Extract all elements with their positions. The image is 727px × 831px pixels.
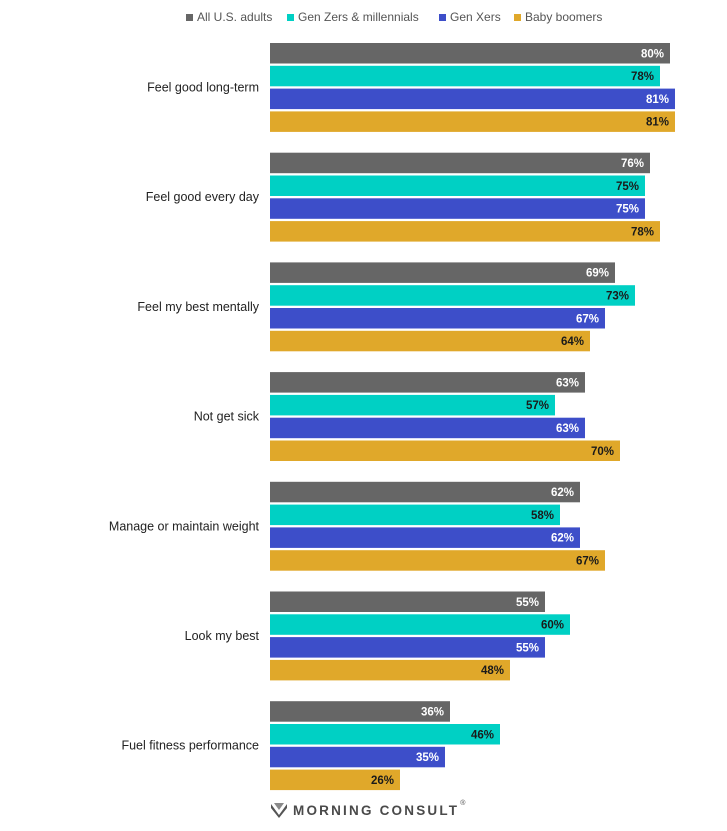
data-label: 78% bbox=[631, 71, 654, 83]
data-label: 62% bbox=[551, 487, 574, 499]
data-label: 76% bbox=[621, 158, 644, 170]
bar bbox=[270, 198, 645, 219]
legend-swatch bbox=[514, 13, 521, 21]
bar bbox=[270, 701, 450, 722]
data-label: 58% bbox=[531, 510, 554, 522]
data-label: 35% bbox=[416, 752, 439, 764]
bar bbox=[270, 372, 585, 393]
brand-trademark: ® bbox=[460, 800, 466, 807]
data-label: 75% bbox=[616, 181, 639, 193]
bar bbox=[270, 221, 660, 242]
data-label: 57% bbox=[526, 400, 549, 412]
bar bbox=[270, 591, 545, 612]
bar bbox=[270, 308, 605, 329]
legend-item-1: Gen Zers & millennials bbox=[287, 10, 419, 24]
bar bbox=[270, 330, 590, 352]
data-label: 73% bbox=[606, 290, 629, 302]
bar bbox=[270, 527, 580, 548]
bar bbox=[270, 262, 615, 283]
bar bbox=[270, 481, 580, 503]
bar bbox=[270, 769, 400, 791]
legend-swatch bbox=[186, 13, 193, 21]
data-label: 36% bbox=[421, 706, 444, 718]
category-label: Feel good long-term bbox=[147, 80, 259, 94]
category-label: Not get sick bbox=[194, 410, 260, 424]
data-label: 69% bbox=[586, 268, 609, 280]
data-label: 67% bbox=[576, 555, 599, 567]
category-label: Fuel fitness performance bbox=[121, 739, 259, 753]
legend-label: All U.S. adults bbox=[197, 10, 273, 24]
legend-label: Gen Zers & millennials bbox=[298, 10, 419, 24]
data-label: 55% bbox=[516, 597, 539, 609]
bar bbox=[270, 285, 635, 306]
data-label: 70% bbox=[591, 446, 614, 458]
data-label: 55% bbox=[516, 642, 539, 654]
data-label: 63% bbox=[556, 377, 579, 389]
bar bbox=[270, 417, 585, 439]
legend-swatch bbox=[439, 13, 446, 21]
bar bbox=[270, 746, 445, 768]
bar bbox=[270, 440, 620, 461]
legend-label: Baby boomers bbox=[525, 10, 603, 24]
bar bbox=[270, 175, 645, 196]
data-label: 75% bbox=[616, 204, 639, 216]
data-label: 48% bbox=[481, 665, 504, 677]
legend-item-0: All U.S. adults bbox=[186, 10, 272, 24]
category-label: Manage or maintain weight bbox=[109, 519, 260, 533]
legend-label: Gen Xers bbox=[450, 10, 501, 24]
morning-consult-logo-icon bbox=[271, 803, 287, 818]
data-label: 46% bbox=[471, 729, 494, 741]
legend-item-2: Gen Xers bbox=[439, 10, 501, 24]
bar bbox=[270, 152, 650, 174]
data-label: 78% bbox=[631, 226, 654, 238]
bar bbox=[270, 724, 500, 745]
bar bbox=[270, 637, 545, 658]
bar bbox=[270, 111, 675, 132]
bar bbox=[270, 65, 660, 87]
chart-legend: All U.S. adults Gen Zers & millennials Gen… bbox=[0, 10, 727, 28]
data-label: 80% bbox=[641, 48, 664, 60]
bar bbox=[270, 394, 555, 416]
brand-name: MORNING CONSULT bbox=[293, 802, 460, 818]
bar bbox=[270, 504, 560, 526]
data-label: 81% bbox=[646, 117, 669, 129]
legend-item-3: Baby boomers bbox=[514, 10, 602, 24]
category-label: Feel good every day bbox=[146, 190, 260, 204]
data-label: 60% bbox=[541, 620, 564, 632]
data-label: 81% bbox=[646, 94, 669, 106]
legend-swatch bbox=[287, 13, 294, 21]
brand-footer: MORNING CONSULT ® bbox=[270, 800, 465, 820]
category-label: Feel my best mentally bbox=[137, 300, 259, 314]
data-label: 62% bbox=[551, 533, 574, 545]
bar bbox=[270, 614, 570, 635]
bar bbox=[270, 88, 675, 110]
category-label: Look my best bbox=[185, 629, 260, 643]
bar bbox=[270, 43, 670, 64]
data-label: 63% bbox=[556, 423, 579, 435]
bar bbox=[270, 659, 510, 681]
bar bbox=[270, 550, 605, 571]
data-label: 64% bbox=[561, 336, 584, 348]
data-label: 26% bbox=[371, 775, 394, 787]
data-label: 67% bbox=[576, 313, 599, 325]
